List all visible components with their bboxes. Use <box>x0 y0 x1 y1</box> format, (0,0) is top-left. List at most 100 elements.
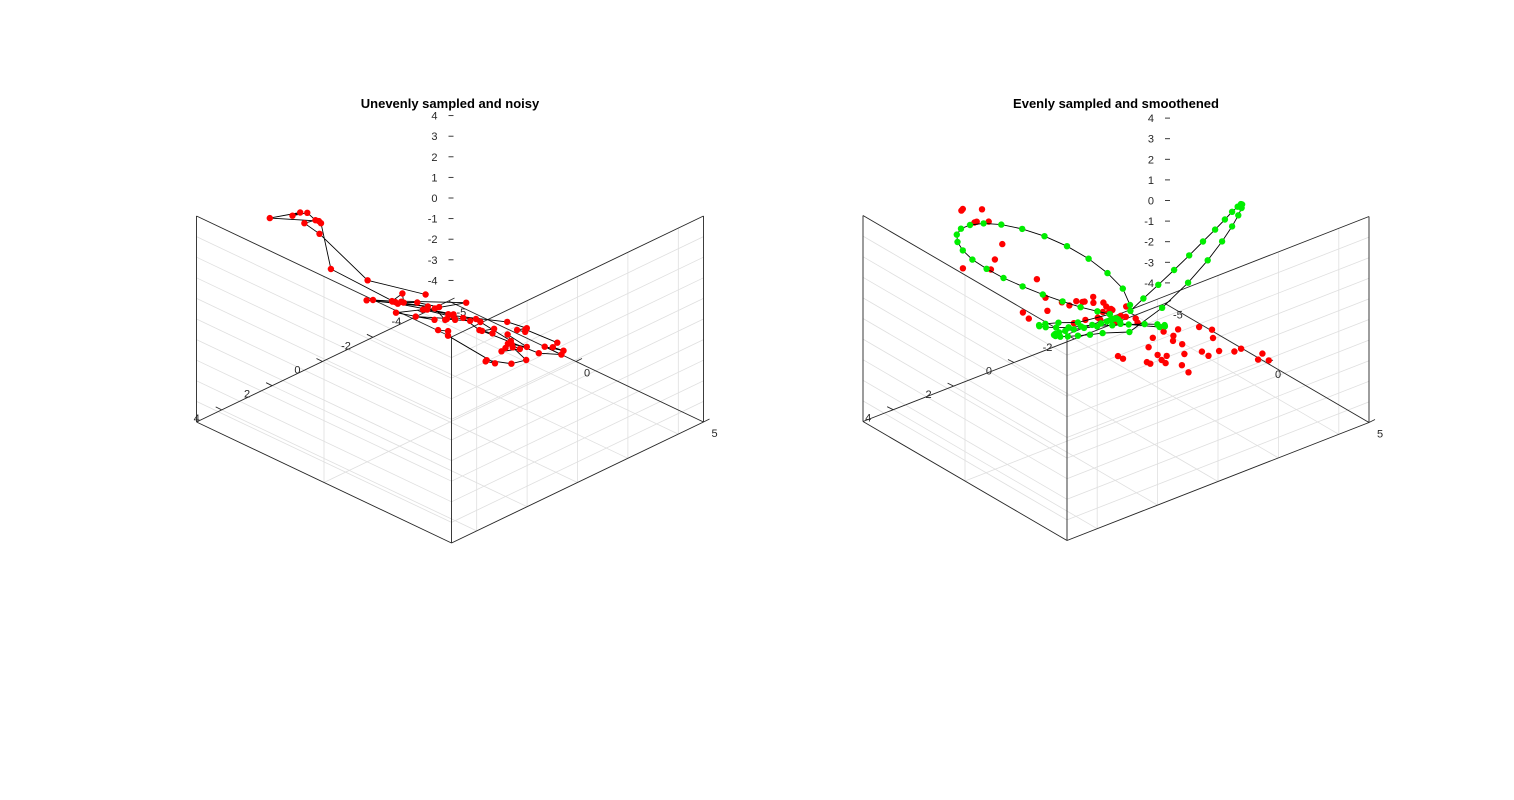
data-point <box>1019 309 1027 316</box>
data-point <box>414 299 421 306</box>
data-point <box>1090 299 1097 306</box>
z-tick-label: 3 <box>431 131 437 143</box>
data-point <box>954 238 961 246</box>
data-point <box>1156 323 1163 331</box>
grid-line <box>1066 236 1370 356</box>
z-tick-label: -4 <box>1144 278 1154 290</box>
z-tick-label: -4 <box>428 275 438 287</box>
data-point <box>1127 307 1134 314</box>
data-point <box>504 331 511 338</box>
data-point <box>523 343 530 351</box>
grid-line <box>862 235 1068 356</box>
grid-line <box>862 256 1068 377</box>
data-point <box>1259 350 1266 357</box>
grid-line <box>451 236 704 358</box>
grid-line <box>953 385 1158 506</box>
data-point <box>1204 257 1211 264</box>
data-point <box>1025 315 1033 322</box>
z-tick-label: -1 <box>428 214 438 226</box>
x-tick-label: 5 <box>712 428 718 440</box>
data-point <box>523 356 530 364</box>
data-point <box>541 343 548 350</box>
grid-line <box>1066 339 1370 459</box>
data-point <box>463 299 470 306</box>
x-tick-label: -5 <box>457 307 467 319</box>
data-point <box>1086 331 1094 338</box>
right-subplot: Evenly sampled and smoothened -4 -3 -2 -1 0 1… <box>862 96 1383 541</box>
grid-line <box>196 236 452 358</box>
data-point <box>999 240 1006 248</box>
data-point <box>516 345 524 353</box>
data-point <box>1185 369 1192 376</box>
data-point <box>412 313 419 320</box>
axis-box-edge <box>1066 422 1370 541</box>
data-point <box>1070 326 1078 333</box>
data-point <box>422 291 429 298</box>
y-tick-label: -2 <box>341 340 351 352</box>
data-point <box>1064 333 1072 340</box>
y-tick-label: 4 <box>865 413 871 425</box>
data-point <box>1126 328 1133 336</box>
data-point <box>392 309 400 316</box>
data-point <box>1149 334 1157 341</box>
data-point <box>1073 298 1080 305</box>
z-tick-label: -3 <box>1144 257 1154 269</box>
data-point <box>1099 329 1106 337</box>
data-point <box>998 221 1005 228</box>
grid-line <box>451 401 704 523</box>
z-tick-label: -2 <box>428 234 438 246</box>
data-point <box>1179 341 1186 348</box>
data-point <box>1056 329 1063 336</box>
y-tick-label: 4 <box>194 413 200 425</box>
data-point <box>1181 350 1188 358</box>
grid-line <box>862 359 1068 480</box>
data-point <box>1103 318 1111 325</box>
y-tick-mark <box>265 382 273 387</box>
grid-line <box>372 336 629 459</box>
data-point <box>973 218 980 225</box>
data-point <box>1163 352 1170 360</box>
data-point <box>1158 304 1166 311</box>
grid-line <box>221 409 477 532</box>
data-point <box>444 332 452 339</box>
axis-box-edge <box>1066 216 1370 335</box>
data-point <box>1169 337 1177 345</box>
axis-box-edge <box>196 421 452 544</box>
data-point <box>1198 348 1206 355</box>
grid-line <box>451 339 704 461</box>
series-0 <box>958 205 1273 376</box>
data-point <box>1099 308 1107 316</box>
data-point <box>1265 357 1273 364</box>
grid-line <box>196 401 452 523</box>
data-point <box>392 298 399 306</box>
data-point <box>364 277 371 284</box>
grid-line <box>1074 338 1279 459</box>
data-point <box>1082 316 1089 324</box>
grid-line <box>1066 401 1370 521</box>
grid-line <box>451 256 704 379</box>
data-point <box>1109 322 1116 329</box>
data-point <box>460 314 467 322</box>
data-point <box>316 230 323 237</box>
z-tick-label: -3 <box>428 255 438 267</box>
data-point <box>1231 348 1238 355</box>
data-point <box>1254 356 1262 363</box>
data-point <box>509 344 516 351</box>
data-point <box>1085 255 1092 262</box>
grid-lines <box>196 115 710 544</box>
grid-line <box>862 276 1068 397</box>
z-tick-label: 4 <box>1148 113 1154 125</box>
data-point <box>1160 328 1167 335</box>
data-point <box>1041 233 1048 240</box>
right-chart-title: Evenly sampled and smoothened <box>1013 96 1219 111</box>
y-tick-label: 2 <box>925 389 931 401</box>
data-point <box>477 318 484 326</box>
data-point <box>1106 311 1114 318</box>
data-point <box>431 316 438 323</box>
grid-line <box>1066 277 1370 397</box>
data-point <box>1077 304 1084 311</box>
data-point <box>1238 204 1245 212</box>
data-point <box>1074 319 1082 326</box>
